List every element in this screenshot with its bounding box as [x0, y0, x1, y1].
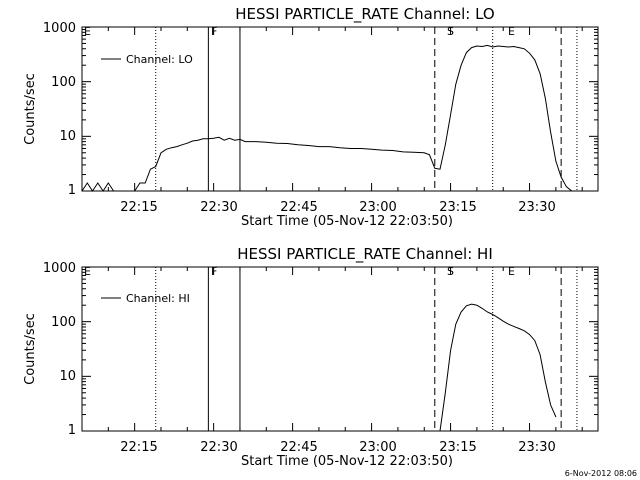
x-tick-label: 23:30: [518, 200, 555, 215]
y-axis-label: Counts/sec: [23, 313, 38, 385]
legend-entry: Channel: HI: [126, 292, 190, 305]
y-tick-label: 1: [68, 183, 76, 198]
chart-title: HESSI PARTICLE_RATE Channel: LO: [235, 5, 494, 24]
series-line-channel-lo: [81, 44, 573, 192]
marker-label-e: E: [508, 265, 515, 278]
marker-label-s: S: [447, 25, 454, 38]
y-tick-label: 10: [59, 129, 76, 144]
chart-title: HESSI PARTICLE_RATE Channel: HI: [237, 245, 493, 264]
marker-label-e: E: [84, 265, 91, 278]
x-axis-label: Start Time (05-Nov-12 22:03:50): [241, 454, 453, 469]
plot-frame: [81, 266, 599, 432]
chart-lo: HESSI PARTICLE_RATE Channel: LO Counts/s…: [23, 5, 599, 229]
x-tick-label: 23:15: [439, 200, 476, 215]
timestamp-footer: 6-Nov-2012 08:06: [565, 469, 637, 478]
marker-label-e: E: [508, 25, 515, 38]
plot-frame: [81, 26, 599, 192]
chart-hi: HESSI PARTICLE_RATE Channel: HI Counts/s…: [23, 245, 599, 469]
legend-entry: Channel: LO: [126, 53, 193, 66]
y-tick-label: 100: [51, 315, 76, 330]
time-markers: [155, 27, 578, 191]
x-tick-label: 22:45: [280, 440, 317, 455]
x-tick-label: 22:30: [200, 440, 237, 455]
x-tick-label: 23:00: [359, 440, 396, 455]
x-tick-label: 22:15: [120, 440, 157, 455]
axis-ticks: [81, 27, 598, 192]
x-tick-label: 23:15: [439, 440, 476, 455]
y-tick-label: 1: [68, 423, 76, 438]
y-tick-label: 1000: [43, 21, 76, 36]
y-tick-label: 100: [51, 75, 76, 90]
y-tick-label: 10: [59, 369, 76, 384]
marker-label-s: S: [447, 265, 454, 278]
y-tick-label: 1000: [43, 261, 76, 276]
x-tick-label: 22:45: [280, 200, 317, 215]
y-axis-label: Counts/sec: [23, 73, 38, 145]
x-tick-label: 23:00: [359, 200, 396, 215]
marker-label-e: E: [84, 25, 91, 38]
x-axis-label: Start Time (05-Nov-12 22:03:50): [241, 214, 453, 229]
series-line-channel-hi: [439, 303, 557, 432]
marker-label-f: F: [211, 265, 217, 278]
x-tick-label: 22:30: [200, 200, 237, 215]
x-tick-label: 23:30: [518, 440, 555, 455]
x-tick-label: 22:15: [120, 200, 157, 215]
marker-label-f: F: [211, 25, 217, 38]
axis-ticks: [81, 267, 598, 432]
time-markers: [155, 267, 578, 431]
